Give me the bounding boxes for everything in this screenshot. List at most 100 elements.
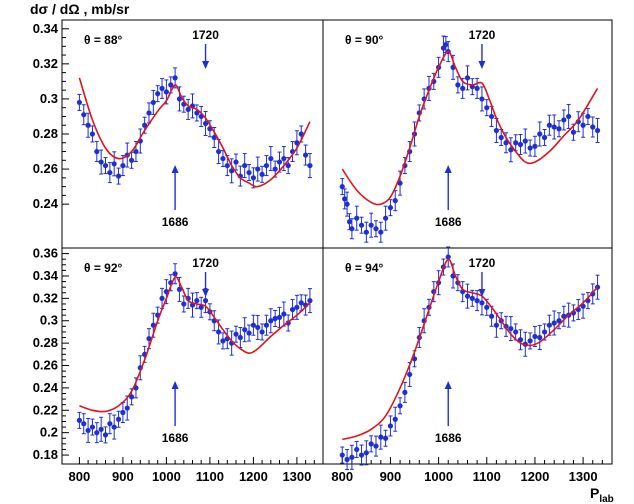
data-point [129,394,135,400]
annotation-1686-label: 1686 [435,431,462,445]
data-point [216,148,222,155]
y-tick-label: 0.28 [33,126,58,141]
data-point [237,334,243,341]
data-point [111,424,117,430]
y-tick-label: 0.34 [33,268,59,283]
x-tick-label: 1300 [282,469,311,484]
panel-2: θ = 90° 1720 1686 [322,19,613,249]
data-point [81,421,87,427]
y-tick-label: 0.3 [40,313,58,328]
panel-title: θ = 94° [345,261,384,275]
panel-frame [61,19,324,249]
data-point [344,201,350,207]
data-point [250,175,256,181]
data-point [474,298,480,304]
data-point [155,91,161,97]
data-point [285,162,291,169]
data-point [541,134,548,141]
data-point [107,169,113,176]
data-point [580,122,586,128]
panels-group: 0.240.260.280.30.320.34θ = 88° 17201686θ … [33,19,613,484]
data-point [383,215,389,221]
panel-title: θ = 90° [345,33,384,47]
data-point [176,96,183,102]
data-point [455,82,461,88]
data-point [202,120,209,127]
data-point [464,75,471,81]
x-tick-label: 900 [380,469,402,484]
data-point [517,141,524,148]
data-point [233,331,239,337]
data-point [556,126,562,132]
data-point [220,338,226,344]
data-point [85,122,91,128]
annotation-1686-arrowhead [171,165,179,173]
data-point [220,155,226,162]
panel-3: 0.18 0.2 0.22 0.24 0.26 0.28 0.3 0.32 0.34 0.36 80… [33,246,324,484]
data-point [556,318,562,324]
data-point [358,222,365,228]
annotation-1720-arrowhead [478,61,486,69]
data-point [194,298,200,304]
data-point [532,143,538,149]
x-tick-label: 1000 [424,469,453,484]
data-point [120,162,126,169]
data-point [522,138,528,144]
data-point [255,166,261,172]
data-point [76,99,82,106]
x-tick-label: 1100 [473,469,501,484]
data-point [294,304,300,310]
panel-frame [322,19,613,249]
data-point [268,155,274,162]
data-point [392,416,398,422]
data-point [493,127,499,134]
data-point [488,113,495,120]
data-point [303,152,309,158]
y-tick-label: 0.32 [33,290,58,305]
data-point [159,85,165,91]
data-point [250,322,256,328]
data-point [246,330,252,336]
data-point [527,338,533,344]
data-point [527,145,533,151]
data-point [176,286,183,293]
y-axis-label: dσ / dΩ , mb/sr [30,1,130,17]
data-point [585,113,591,120]
data-point [342,196,348,202]
y-tick-label: 0.34 [33,21,59,36]
data-point [546,322,552,328]
data-point [594,127,601,134]
data-point [89,131,96,137]
data-point [561,117,567,123]
data-point [493,322,499,328]
data-point [339,184,345,190]
x-axis-label-main: P [590,485,599,501]
data-point [129,157,135,163]
data-point [259,171,265,177]
data-point [551,124,557,130]
data-point [85,427,91,434]
x-tick-label: 1200 [520,469,549,484]
data-point [479,96,485,102]
data-point [354,446,360,453]
data-point [216,329,222,335]
fit-curve [341,50,599,206]
y-tick-label: 0.28 [33,335,58,350]
y-tick-label: 0.36 [33,246,58,261]
data-point [298,131,304,137]
data-point [445,254,451,260]
y-tick-label: 0.24 [33,196,59,211]
data-point [255,324,261,331]
data-point [281,311,287,317]
data-point [551,320,557,326]
annotation-1720-label: 1720 [469,256,496,270]
data-point [363,450,369,456]
data-point [368,441,374,447]
data-point [168,82,174,88]
data-point [142,122,148,128]
fit-curve [78,77,311,188]
data-point [339,452,345,458]
data-point [537,131,543,137]
data-point [484,304,490,310]
